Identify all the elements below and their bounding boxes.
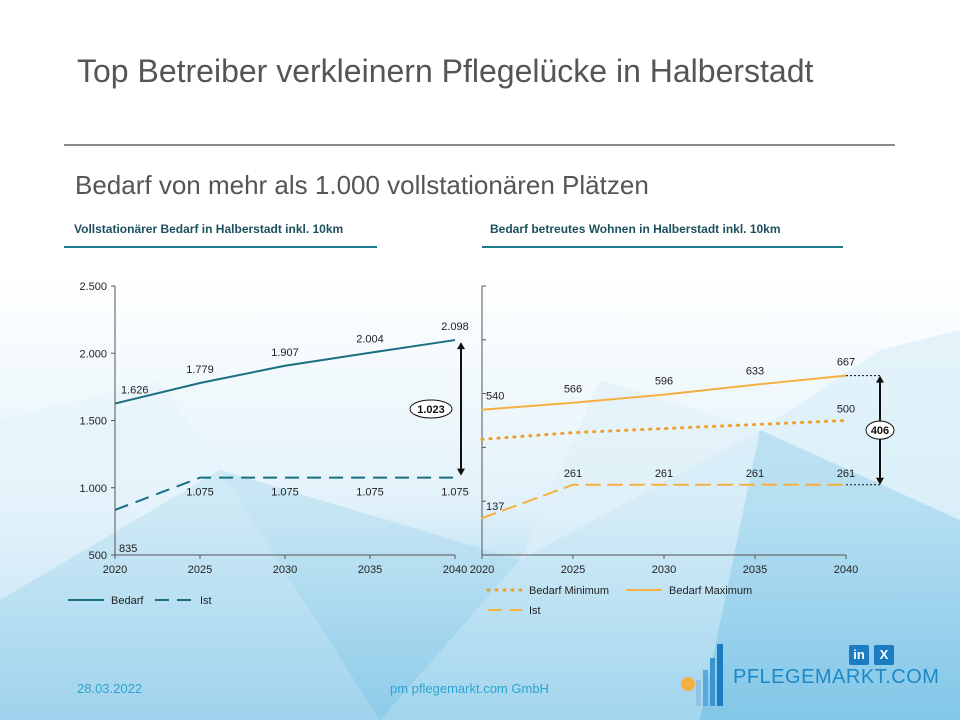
logo-tagline: AM PULS DER PFLEGE [733, 688, 898, 703]
data-label: 2.004 [356, 334, 384, 346]
data-label: 1.075 [271, 487, 299, 499]
title-divider [64, 144, 895, 146]
pflegemarkt-logo-icon [681, 644, 723, 706]
data-label: 1.075 [186, 487, 214, 499]
chart1-title: Vollstationärer Bedarf in Halberstadt in… [74, 222, 344, 236]
y-tick-label: 2.500 [79, 281, 107, 293]
data-label: 835 [119, 543, 137, 555]
slide-title: Top Betreiber verkleinern Pflegelücke in… [77, 53, 814, 89]
data-label: 2.098 [441, 321, 469, 333]
y-tick-label: 500 [89, 550, 107, 562]
legend-label: Bedarf [111, 595, 144, 607]
y-tick-label: 1.500 [79, 416, 107, 428]
logo-wordmark: PFLEGEMARKT.COM [733, 666, 940, 688]
series-line-ist [114, 476, 455, 511]
slide-subtitle: Bedarf von mehr als 1.000 vollstationäre… [75, 170, 649, 200]
gap-arrow-head-top [457, 342, 465, 350]
series-line-bedarf [114, 339, 456, 405]
data-label: 1.075 [356, 487, 384, 499]
x-tick-label: 2025 [188, 564, 212, 576]
chart2-title: Bedarf betreutes Wohnen in Halberstadt i… [490, 222, 781, 236]
footer-company: pm pflegemarkt.com GmbH [390, 681, 549, 696]
footer-date: 28.03.2022 [77, 681, 143, 696]
legend-label: Ist [200, 595, 212, 607]
data-label: 1.075 [441, 487, 469, 499]
xing-icon[interactable]: X [874, 645, 894, 665]
chart1-title-underline [64, 246, 377, 248]
x-tick-label: 2035 [358, 564, 382, 576]
y-tick-label: 2.000 [79, 348, 107, 360]
x-tick-label: 2020 [103, 564, 127, 576]
gap-annotation-box [409, 399, 453, 419]
x-tick-label: 2040 [443, 564, 467, 576]
data-label: 1.626 [121, 385, 149, 397]
linkedin-icon[interactable]: in [849, 645, 869, 665]
chart2-title-underline [482, 246, 843, 248]
gap-arrow-head-bottom [457, 468, 465, 476]
gap-annotation: 1.023 [417, 404, 445, 416]
data-label: 1.779 [186, 364, 214, 376]
x-tick-label: 2030 [273, 564, 297, 576]
y-tick-label: 1.000 [79, 483, 107, 495]
data-label: 1.907 [271, 347, 299, 359]
